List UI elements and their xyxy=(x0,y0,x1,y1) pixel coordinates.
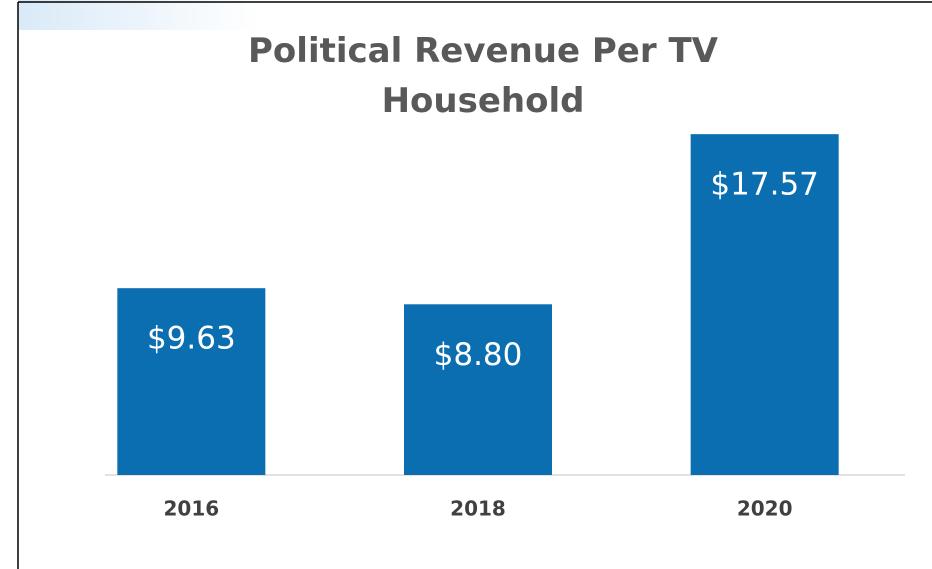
value-label: $8.80 xyxy=(434,337,523,373)
value-label: $17.57 xyxy=(710,167,818,203)
margin xyxy=(0,0,18,569)
x-tick-label: 2016 xyxy=(163,497,219,521)
bar xyxy=(117,288,266,475)
x-tick-label: 2018 xyxy=(450,497,506,521)
value-label: $9.63 xyxy=(147,321,236,357)
bar xyxy=(404,304,552,475)
chart-title: Political Revenue Per TV Household xyxy=(248,31,718,121)
bar xyxy=(690,134,839,476)
corner-decoration xyxy=(0,0,260,30)
x-tick-label: 2020 xyxy=(737,497,793,521)
